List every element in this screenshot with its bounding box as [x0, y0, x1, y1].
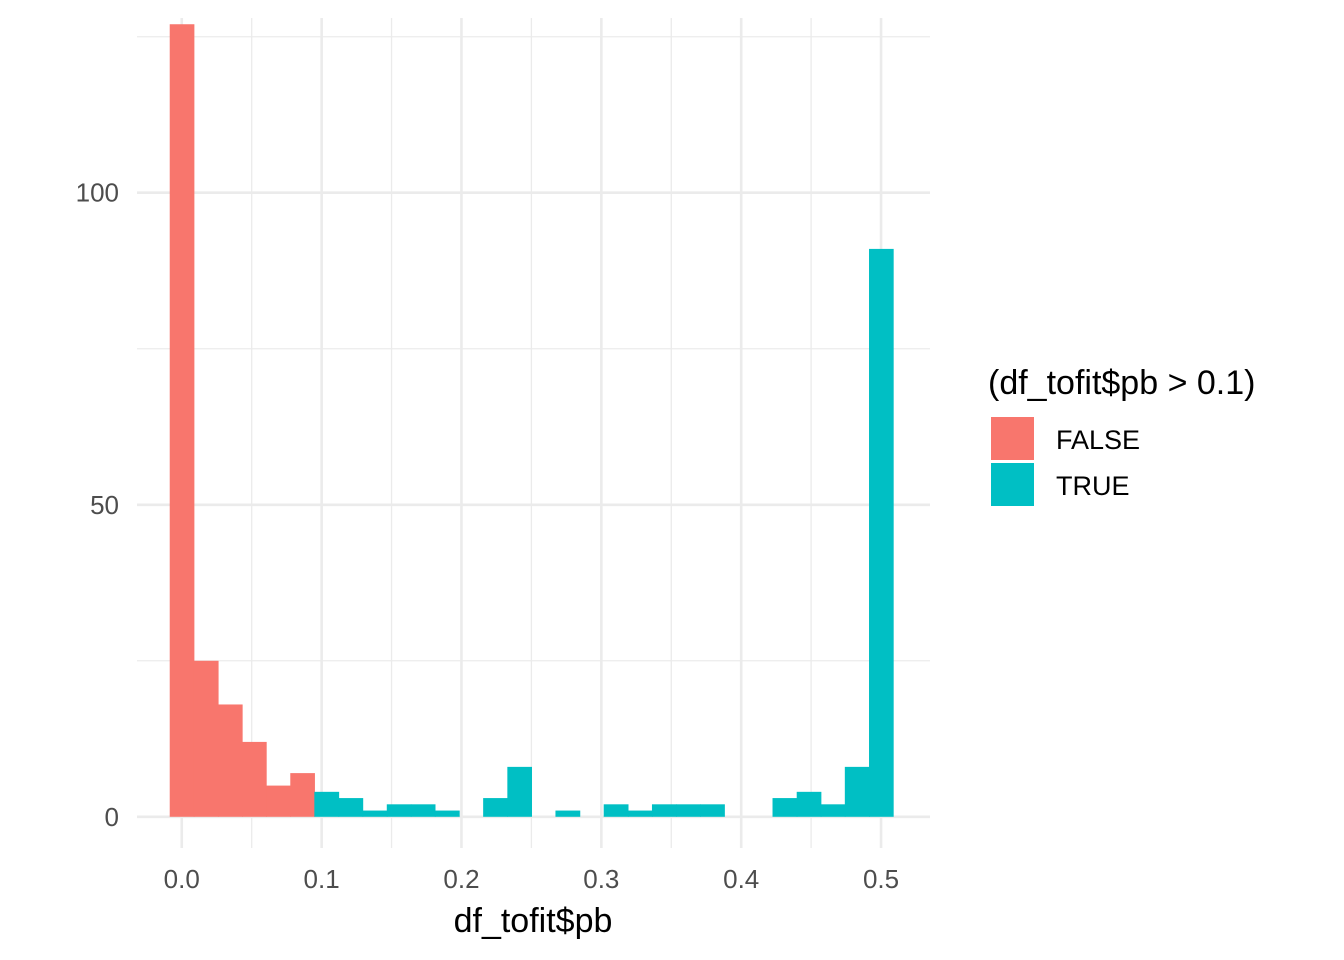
- histogram-bar-true: [483, 798, 508, 817]
- legend-key-false: [991, 417, 1034, 460]
- histogram-bar-false: [217, 704, 243, 817]
- histogram-bar-false: [266, 785, 291, 817]
- x-tick-label: 0.3: [583, 864, 619, 894]
- histogram-bar-true: [796, 791, 822, 817]
- histogram-bar-true: [700, 804, 725, 817]
- legend-key-true: [991, 463, 1034, 506]
- legend-label-false: FALSE: [1056, 425, 1140, 455]
- bars: [169, 24, 894, 817]
- histogram-bar-true: [603, 804, 629, 817]
- x-axis-title: df_tofit$pb: [454, 902, 613, 940]
- x-tick-label: 0.2: [443, 864, 479, 894]
- grid-minor-x: [251, 18, 812, 848]
- histogram-bar-false: [169, 24, 195, 817]
- x-tick-label: 0.4: [723, 864, 759, 894]
- legend-title: (df_tofit$pb > 0.1): [988, 364, 1255, 402]
- histogram-bar-false: [290, 773, 315, 817]
- x-tick-label: 0.0: [164, 864, 200, 894]
- histogram-bar-true: [820, 804, 846, 817]
- histogram-bar-true: [362, 810, 388, 817]
- histogram-bar-false: [193, 660, 219, 817]
- histogram-bar-true: [772, 798, 798, 817]
- legend: (df_tofit$pb > 0.1) FALSE TRUE: [988, 364, 1255, 506]
- y-tick-labels: 0 50 100: [76, 178, 119, 832]
- histogram-bar-true: [651, 804, 677, 817]
- y-tick-label: 50: [90, 490, 119, 520]
- histogram-bar-true: [676, 804, 701, 817]
- histogram-bar-true: [434, 810, 460, 817]
- x-tick-label: 0.5: [863, 864, 899, 894]
- histogram-bar-true: [507, 766, 533, 817]
- histogram-bar-true: [627, 810, 653, 817]
- y-tick-label: 0: [105, 802, 119, 832]
- histogram-bar-true: [555, 810, 581, 817]
- histogram-bar-true: [410, 804, 436, 817]
- y-tick-label: 100: [76, 178, 119, 208]
- legend-label-true: TRUE: [1056, 471, 1130, 501]
- histogram-bar-true: [869, 248, 894, 817]
- grid-minor-y: [137, 36, 930, 662]
- histogram-bar-true: [386, 804, 412, 817]
- histogram-bar-true: [314, 791, 340, 817]
- histogram-bar-true: [844, 766, 870, 817]
- x-tick-label: 0.1: [304, 864, 340, 894]
- histogram-bar-false: [242, 741, 267, 817]
- x-tick-labels: 0.0 0.1 0.2 0.3 0.4 0.5: [164, 864, 899, 894]
- histogram-bar-true: [338, 798, 364, 817]
